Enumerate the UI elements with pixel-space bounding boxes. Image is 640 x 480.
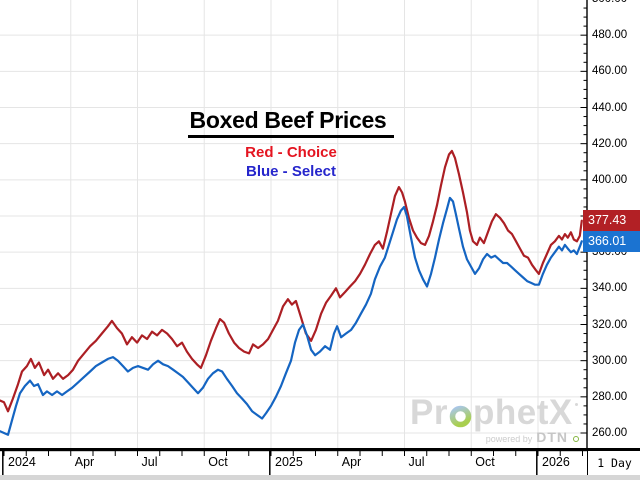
timeframe-label: 1 Day [597,456,632,470]
y-axis-label: 440.00 [592,101,628,114]
prophetx-o-icon [449,405,472,427]
x-axis-line [0,448,640,452]
chart-title: Boxed Beef Prices [187,107,395,138]
legend-select: Blue - Select [245,163,337,180]
bottom-strip [0,475,640,480]
y-axis-label: 260.00 [592,427,628,439]
watermark-powered: powered by DTN [410,429,585,450]
timeframe-box[interactable]: 1 Day [587,451,640,475]
price-tag-choice: 377.43 [583,210,640,232]
y-axis-label: 460.00 [592,65,628,78]
dtn-degree-icon [573,436,579,442]
x-axis-label: 2024 [8,455,36,469]
x-axis-label: Oct [208,455,228,469]
x-axis-label: Apr [74,455,95,469]
y-axis-label: 280.00 [592,390,628,403]
series-select [0,196,583,436]
legend-choice: Red - Choice [245,144,337,161]
x-axis-label: Oct [475,455,495,469]
y-axis-label: 480.00 [592,29,628,42]
chart-legend: Red - Choice Blue - Select [178,143,404,181]
y-axis-label: 300.00 [592,354,628,367]
watermark-brand: Pr phetX [410,393,585,433]
x-axis-label: Jul [141,455,158,469]
y-axis-label: 320.00 [592,318,628,331]
watermark: Pr phetX powered by DTN [410,393,585,450]
trademark-dot-icon [574,402,578,406]
x-axis-label: Apr [341,455,362,469]
x-axis-label: 2025 [275,455,303,469]
dtn-logo: DTN [536,429,568,445]
powered-by-label: powered by [485,434,533,444]
price-tag-select: 366.01 [583,230,640,252]
series-choice [0,149,583,413]
watermark-brand-pre: Pr [410,393,448,432]
y-axis-label: 500.00 [592,0,638,6]
chart-title-block: Boxed Beef Prices Red - Choice Blue - Se… [178,107,404,181]
y-axis-label: 340.00 [592,282,628,295]
x-axis-label: 2026 [542,455,570,469]
plot-area[interactable] [0,0,587,448]
x-axis-label: Jul [408,455,425,469]
y-axis-label: 400.00 [592,173,628,186]
watermark-brand-post: phetX [472,393,573,432]
y-axis-label: 420.00 [592,137,628,150]
